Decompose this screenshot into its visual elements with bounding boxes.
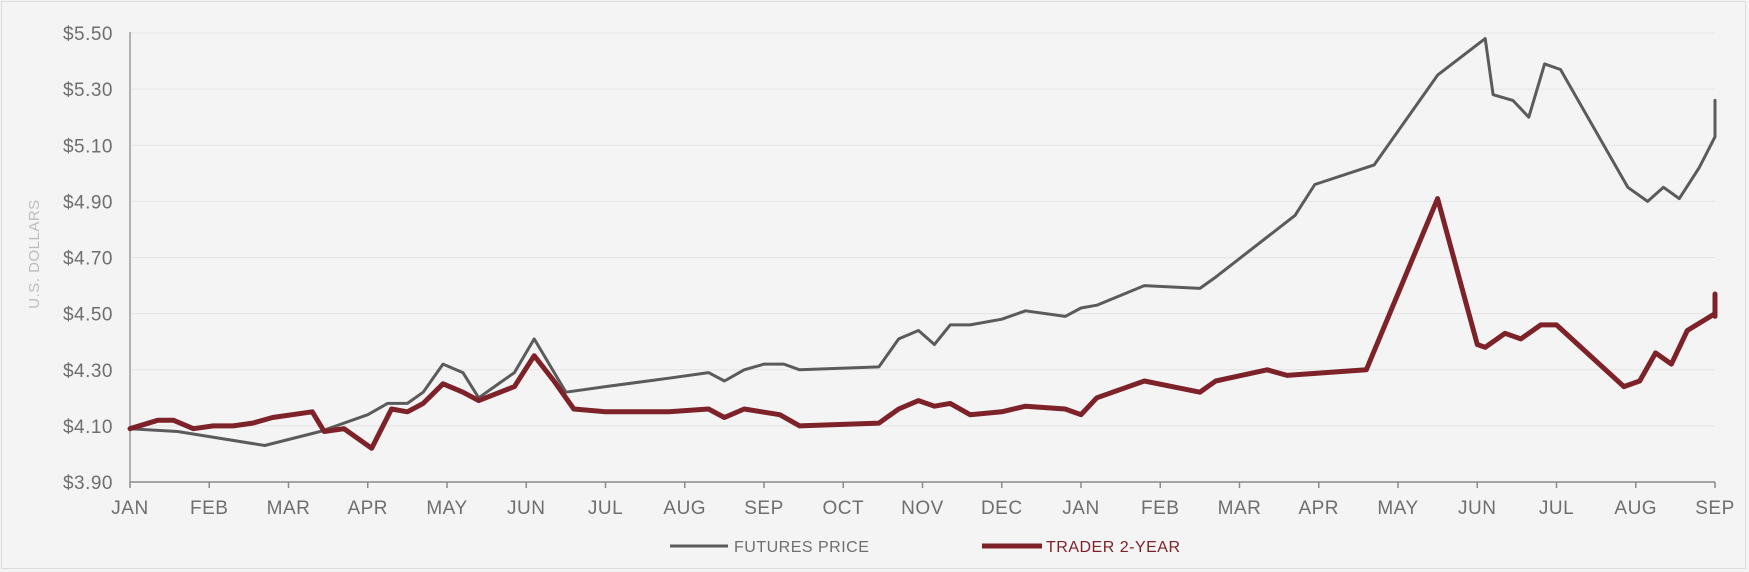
y-tick-label: $4.30 bbox=[63, 361, 113, 382]
x-tick-label: AUG bbox=[1614, 498, 1657, 519]
y-tick-labels: $3.90 $4.10 $4.30 $4.50 $4.70 $4.90 $5.10 $5.30… bbox=[63, 24, 113, 494]
y-tick-label: $4.10 bbox=[63, 417, 113, 438]
x-tick-label: AUG bbox=[663, 498, 706, 519]
x-tick-label: JUN bbox=[1458, 498, 1496, 519]
gridlines bbox=[130, 32, 1715, 427]
x-tick-label: SEP bbox=[744, 498, 784, 519]
y-tick-label: $5.10 bbox=[63, 136, 113, 157]
x-tick-labels: JAN FEB MAR APR MAY JUN JUL AUG SEP OCT NOV DEC JAN F… bbox=[111, 498, 1734, 519]
axes bbox=[129, 32, 1716, 488]
data-series bbox=[127, 37, 1718, 451]
legend: FUTURES PRICE TRADER 2-YEAR bbox=[670, 539, 1181, 556]
x-tick-label: JUL bbox=[1539, 498, 1574, 519]
x-tick-label: JAN bbox=[111, 498, 148, 519]
x-tick-label: MAY bbox=[1377, 498, 1418, 519]
x-tick-label: JUL bbox=[588, 498, 623, 519]
x-tick-label: FEB bbox=[190, 498, 228, 519]
series-line-futures bbox=[128, 37, 1717, 447]
y-axis-title: U.S. DOLLARS bbox=[26, 199, 43, 308]
x-tick-label: APR bbox=[1298, 498, 1339, 519]
legend-label-trader: TRADER 2-YEAR bbox=[1046, 539, 1181, 556]
y-tick-label: $4.70 bbox=[63, 249, 113, 270]
x-tick-label: OCT bbox=[822, 498, 864, 519]
x-tick-label: SEP bbox=[1695, 498, 1735, 519]
x-tick-label: JAN bbox=[1062, 498, 1099, 519]
y-tick-label: $4.50 bbox=[63, 305, 113, 326]
y-tick-label: $4.90 bbox=[63, 192, 113, 213]
x-tick-label: APR bbox=[347, 498, 388, 519]
x-tick-label: FEB bbox=[1141, 498, 1179, 519]
x-tick-label: NOV bbox=[901, 498, 944, 519]
series-line-trader bbox=[127, 196, 1718, 451]
x-tick-label: JUN bbox=[507, 498, 545, 519]
x-tick-label: MAR bbox=[1218, 498, 1262, 519]
x-tick-label: DEC bbox=[981, 498, 1023, 519]
y-tick-label: $5.50 bbox=[63, 24, 113, 45]
x-tick-label: MAY bbox=[426, 498, 467, 519]
x-tick-label: MAR bbox=[267, 498, 311, 519]
legend-label-futures: FUTURES PRICE bbox=[734, 539, 869, 556]
y-tick-label: $3.90 bbox=[63, 473, 113, 494]
y-tick-label: $5.30 bbox=[63, 80, 113, 101]
